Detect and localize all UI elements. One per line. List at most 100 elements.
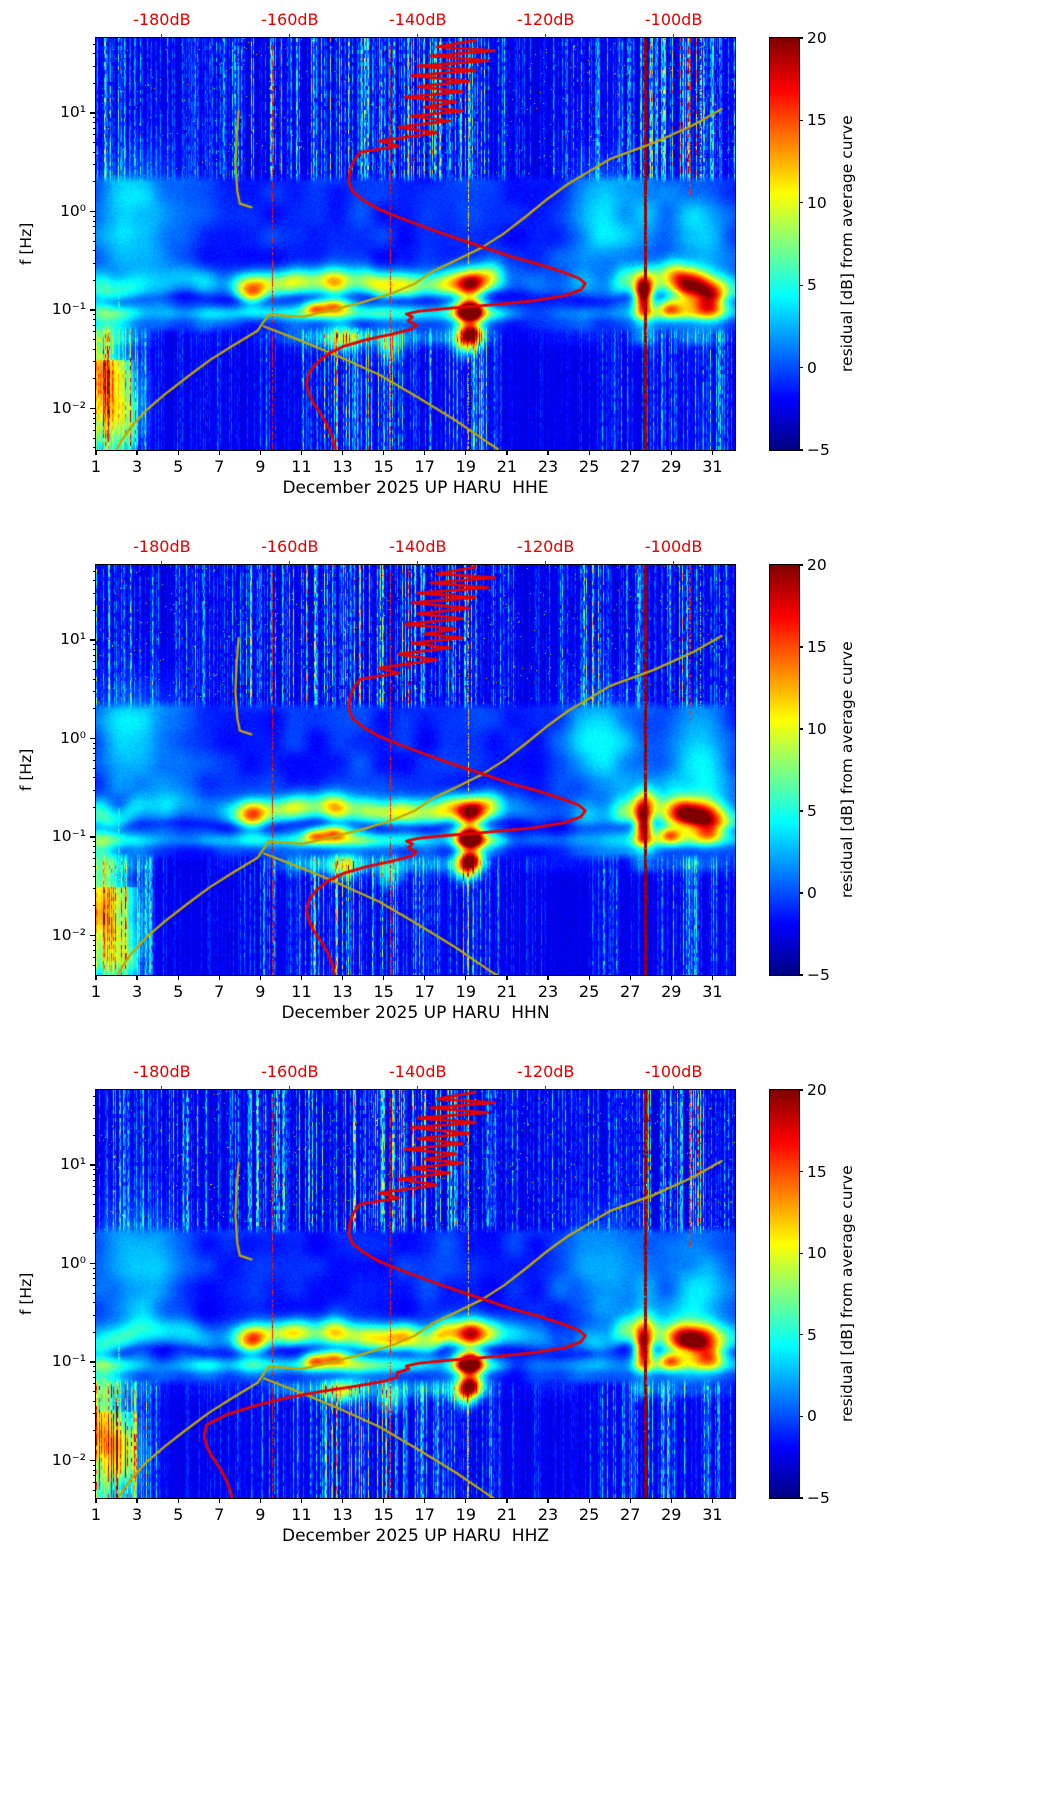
colorbar-hhn (770, 565, 799, 975)
x-tick (218, 975, 220, 980)
top-db-tick (672, 561, 675, 565)
y-minor-tick (92, 240, 96, 242)
x-tick-label: 3 (131, 982, 143, 1001)
x-tick (670, 975, 672, 980)
x-tick (259, 1498, 261, 1503)
top-db-label: -160dB (261, 10, 319, 29)
y-minor-tick (92, 944, 96, 946)
top-db-label: -160dB (261, 1062, 319, 1081)
top-db-label: -140dB (389, 10, 447, 29)
y-minor-tick (92, 747, 96, 749)
colorbar-tick-label: 5 (807, 276, 817, 295)
x-tick (136, 1498, 138, 1503)
y-minor-tick (92, 142, 96, 144)
y-tick-label: 10⁻¹ (51, 827, 86, 845)
y-tick (90, 639, 96, 641)
y-minor-tick (92, 1194, 96, 1196)
x-tick-label: 3 (131, 457, 143, 476)
top-db-tick (161, 561, 163, 565)
y-minor-tick (92, 1430, 96, 1432)
y-minor-tick (92, 570, 96, 572)
colorbar-tick-label: 10 (807, 193, 827, 212)
x-tick-label: 23 (537, 457, 559, 476)
x-tick (177, 450, 179, 455)
x-tick-label: 15 (373, 457, 394, 476)
colorbar-tick-label: 5 (807, 1325, 817, 1344)
top-db-label: -140dB (389, 537, 447, 556)
y-minor-tick (92, 122, 96, 124)
x-tick-label: 23 (537, 1505, 559, 1524)
y-minor-tick (92, 1464, 96, 1466)
colorbar-tick (799, 119, 803, 121)
y-minor-tick (92, 447, 96, 449)
y-minor-tick (92, 429, 96, 431)
y-minor-tick (92, 654, 96, 656)
x-axis-label-hhn: December 2025 UP HARU HHN (281, 1003, 550, 1023)
colorbar-tick-label: 15 (807, 111, 827, 130)
x-tick-label: 19 (455, 457, 477, 476)
x-tick-label: 27 (620, 1505, 641, 1524)
y-minor-tick (92, 678, 96, 680)
y-minor-tick (92, 53, 96, 55)
y-minor-tick (92, 691, 96, 692)
y-minor-tick (92, 1383, 96, 1385)
y-minor-tick (92, 1169, 96, 1170)
x-tick-label: 13 (332, 457, 353, 476)
y-minor-tick (92, 767, 96, 769)
y-minor-tick (92, 319, 96, 321)
colorbar-tick (799, 564, 803, 566)
y-minor-tick (92, 314, 96, 315)
y-minor-tick (92, 331, 96, 333)
x-tick (259, 975, 261, 980)
x-tick (547, 975, 549, 980)
x-tick (95, 1498, 97, 1503)
y-minor-tick (92, 324, 96, 326)
y-minor-tick (92, 339, 96, 341)
colorbar-tick (799, 1171, 803, 1173)
y-tick-label: 10¹ (60, 1155, 86, 1173)
colorbar-tick-label: 20 (807, 556, 827, 574)
x-tick-label: 19 (455, 982, 477, 1001)
x-tick (136, 975, 138, 980)
x-tick (588, 450, 590, 455)
colorbar-tick-label: 10 (807, 720, 827, 738)
x-tick-label: 29 (661, 982, 682, 1001)
x-tick (259, 450, 261, 455)
y-minor-tick (92, 82, 96, 84)
x-tick-label: 29 (661, 457, 682, 476)
x-tick-label: 31 (702, 982, 723, 1001)
x-tick-label: 13 (332, 982, 353, 1001)
top-db-tick (289, 1086, 291, 1090)
x-tick (95, 450, 97, 455)
colorbar-hhe (770, 38, 799, 450)
y-minor-tick (92, 117, 96, 118)
y-minor-tick (92, 361, 96, 362)
colorbar-tick-label: −5 (807, 966, 830, 984)
x-tick-label: 9 (255, 1505, 266, 1524)
y-minor-tick (92, 905, 96, 907)
x-tick (95, 975, 97, 980)
y-tick (90, 309, 96, 311)
x-tick-label: 5 (173, 1505, 184, 1524)
y-axis-label: f [Hz] (17, 222, 35, 266)
y-tick (90, 934, 96, 937)
x-tick-label: 31 (702, 1505, 723, 1524)
y-minor-tick (92, 378, 96, 380)
x-tick-label: 31 (702, 457, 723, 476)
y-minor-tick (92, 1413, 96, 1414)
x-tick (341, 1498, 344, 1503)
y-minor-tick (92, 888, 96, 889)
x-tick (300, 1498, 303, 1503)
top-db-label: -120dB (516, 537, 575, 556)
y-minor-tick (92, 964, 96, 966)
y-minor-tick (92, 164, 96, 165)
y-minor-tick (92, 220, 96, 222)
top-db-label: -120dB (516, 1062, 575, 1081)
y-minor-tick (92, 649, 96, 651)
top-db-label: -100dB (644, 10, 703, 29)
y-minor-tick (92, 412, 96, 414)
y-minor-tick (92, 279, 96, 281)
y-minor-tick (92, 1475, 96, 1477)
colorbar-tick (799, 202, 803, 204)
